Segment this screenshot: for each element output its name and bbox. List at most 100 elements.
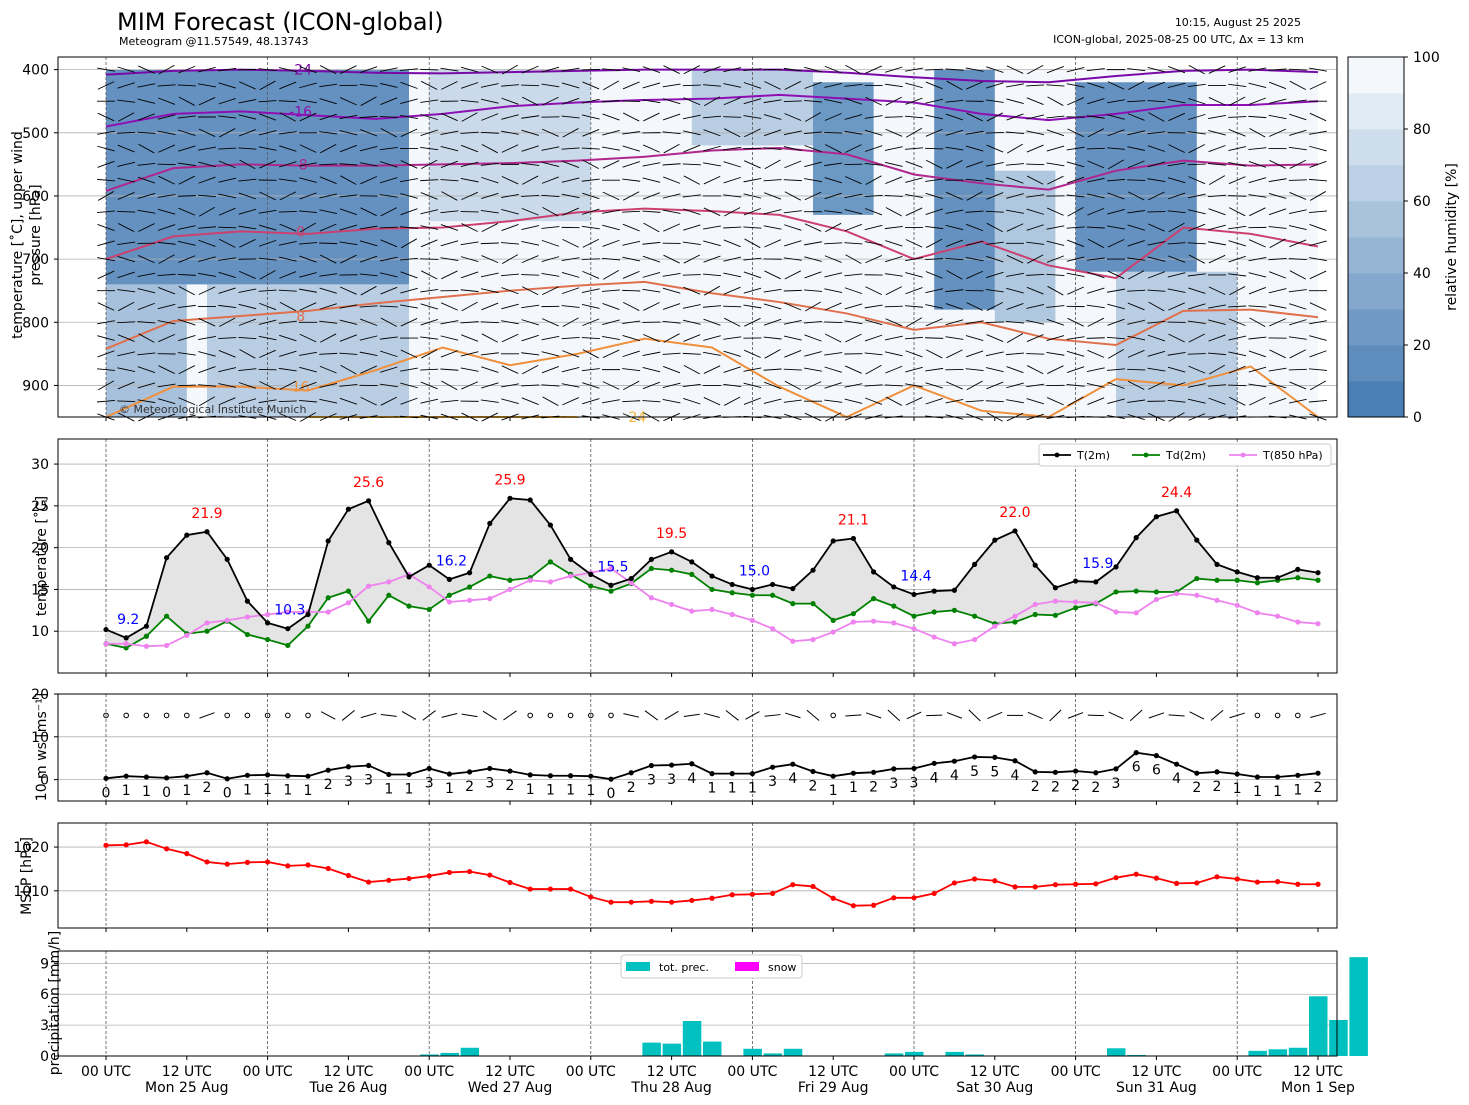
wind-barb [1288, 68, 1307, 71]
x-day-label: Thu 28 Aug [630, 1080, 711, 1096]
wind-barb [480, 210, 499, 214]
wind-barb [966, 270, 984, 279]
wind-barb [561, 193, 580, 199]
x-tick-label: 12 UTC [970, 1064, 1020, 1080]
wind-barb [985, 99, 1004, 103]
wind-barb [137, 162, 156, 166]
td2m-point [467, 584, 473, 590]
td2m-point [749, 592, 756, 598]
t2m-point [568, 556, 574, 562]
wind-speed-point [770, 764, 776, 770]
wind-speed-point [426, 765, 432, 772]
wind-barb [723, 226, 742, 229]
wind-barb [1168, 222, 1185, 233]
run-timestamp: 10:15, August 25 2025 [1175, 16, 1301, 29]
wind-barb [946, 712, 963, 719]
wind-barb [602, 381, 620, 390]
wind-barb [562, 160, 580, 169]
wind-barb [117, 351, 136, 357]
wind-barb [380, 128, 397, 138]
t2m-point [103, 626, 109, 633]
wind-barb [744, 128, 761, 138]
wind-barb [440, 112, 458, 122]
wind-barb [602, 224, 620, 231]
t2m-point [972, 561, 978, 567]
wind-barb [522, 175, 539, 185]
mslp-point [1012, 884, 1018, 890]
wind-barb [259, 302, 277, 311]
wind-barb [501, 64, 519, 75]
wind-barb [1107, 303, 1125, 310]
wind-barb [865, 208, 883, 216]
wind-barb [299, 162, 317, 167]
wind-barb [521, 65, 539, 74]
wind-speed-value-label: 2 [1314, 780, 1323, 796]
wind-barb [521, 225, 540, 230]
wind-barb [602, 319, 620, 326]
humidity-band [994, 170, 1056, 323]
wind-barb [865, 96, 882, 106]
wind-barb [743, 98, 762, 105]
mslp-point [729, 892, 735, 898]
wind-barb [541, 161, 560, 167]
wind-barb [985, 162, 1004, 167]
wind-barb [1006, 366, 1024, 374]
wind-barb [1248, 336, 1267, 340]
wind-barb [1248, 97, 1266, 105]
wind-barb [682, 84, 701, 87]
t2m-point [143, 623, 149, 629]
wind-barb [198, 66, 216, 73]
wind-barb [824, 162, 843, 167]
wind-barb [683, 144, 701, 153]
wind-speed-value-label: 2 [506, 778, 515, 794]
t850-point [164, 642, 170, 649]
wind-barb [1309, 191, 1327, 201]
wind-barb [1268, 178, 1287, 183]
wind-barb [683, 365, 700, 375]
wind-barb [1087, 287, 1105, 294]
wind-barb [682, 274, 701, 276]
wind-barb [965, 67, 984, 72]
t2m-point [1275, 575, 1281, 581]
wind-barb [178, 175, 196, 185]
wind-barb [1087, 397, 1105, 405]
wind-barb [784, 80, 802, 90]
wind-barb [723, 67, 742, 73]
wind-speed-point [588, 773, 594, 779]
wind-barb [501, 130, 519, 135]
wind-barb [1148, 301, 1165, 312]
wind-barb [723, 97, 741, 106]
wind-barb [97, 335, 115, 341]
wind-barb [1107, 288, 1125, 293]
wind-barb [1188, 113, 1206, 121]
wind-barb [1288, 398, 1307, 404]
wind-barb [1228, 195, 1247, 197]
wind-speed-point [749, 771, 756, 777]
wind-barb [763, 318, 782, 326]
wind-barb [743, 160, 761, 169]
wind-barb [1006, 399, 1024, 404]
wind-barb [117, 161, 136, 167]
t850-point [709, 606, 715, 613]
wind-barb [602, 80, 620, 91]
wind-speed-point [366, 762, 372, 769]
wind-barb [905, 350, 923, 358]
wind-barb [763, 179, 782, 182]
wind-barb [460, 161, 479, 167]
wind-barb [400, 193, 418, 199]
wind-barb [622, 100, 641, 102]
panel-frame [57, 693, 1338, 802]
wind-barb [420, 147, 439, 151]
wind-barb [420, 80, 438, 90]
wind-barb [582, 318, 600, 327]
wind-barb [1127, 68, 1146, 72]
precip-bar [1107, 1048, 1126, 1056]
wind-speed-point [467, 769, 473, 775]
wind-barb [642, 66, 661, 73]
wind-barb [1248, 161, 1267, 168]
wind-barb [745, 711, 760, 720]
wind-barb [845, 333, 862, 343]
wind-barb [1208, 286, 1226, 295]
wind-barb [582, 192, 600, 200]
